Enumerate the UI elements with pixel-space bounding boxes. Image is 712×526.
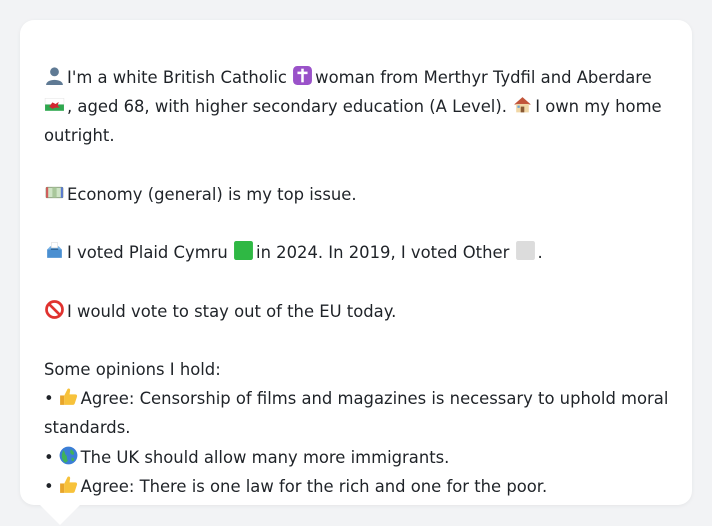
profile-paragraph: I'm a white British Catholic woman from … [44,63,672,151]
money-with-wings-icon [44,182,65,203]
opinions-heading: Some opinions I hold: [44,359,221,379]
person-silhouette-icon [44,65,65,86]
latin-cross-icon [292,65,313,86]
profile-text-c: , aged 68, with higher secondary educati… [67,97,507,117]
profile-text-a: I'm a white British Catholic [67,68,287,87]
votes-text-c: . [537,243,543,263]
votes-paragraph: I voted Plaid Cymru in 2024. In 2019, I … [44,238,672,267]
prohibited-icon [44,299,65,320]
votes-text-a: I voted Plaid Cymru [67,243,228,263]
thumbs-up-icon [58,474,79,495]
issue-text: Economy (general) is my top issue. [67,184,357,204]
thumbs-up-icon [58,386,79,407]
message-bubble: I'm a white British Catholic woman from … [20,20,692,505]
profile-text-b: woman from Merthyr Tydfil and Aberdare [315,68,652,87]
green-square-icon [233,240,254,261]
wales-flag-icon [44,94,65,115]
bubble-tail [40,505,80,525]
eu-text: I would vote to stay out of the EU today… [67,301,397,321]
opinion-item: • Agree: There is one law for the rich a… [44,472,672,501]
opinion-item-text: Agree: Censorship of films and magazines… [44,389,669,438]
opinion-item: • Agree: Censorship of films and magazin… [44,384,672,442]
votes-text-b: in 2024. In 2019, I voted Other [256,243,510,263]
globe-icon [58,445,79,466]
house-icon [512,94,533,115]
bullet: • [44,476,54,496]
profile-text-d: I own my home outright. [44,97,662,146]
issue-paragraph: Economy (general) is my top issue. [44,180,672,209]
opinion-item: • The UK should allow many more immigran… [44,443,672,472]
eu-paragraph: I would vote to stay out of the EU today… [44,297,672,326]
ballot-box-icon [44,240,65,261]
bullet: • [44,447,54,467]
opinion-item-text: The UK should allow many more immigrants… [80,447,450,467]
white-square-icon [515,240,536,261]
opinion-item-text: Agree: There is one law for the rich and… [80,476,548,496]
bullet: • [44,389,54,409]
